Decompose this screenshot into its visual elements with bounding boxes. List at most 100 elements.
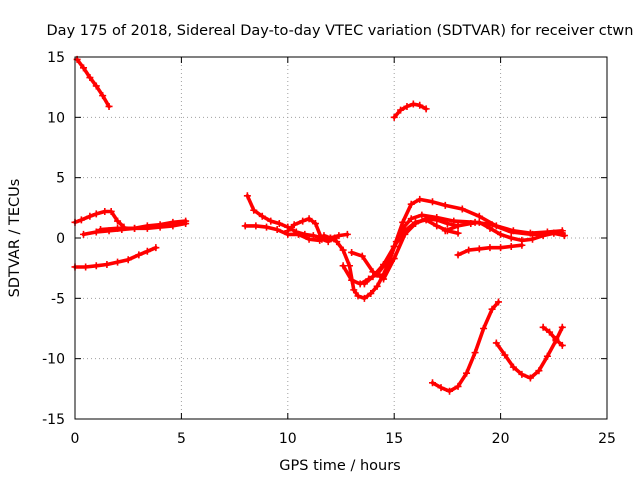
data-point: [97, 226, 105, 234]
data-point: [354, 292, 362, 300]
data-point: [458, 205, 466, 213]
data-point: [390, 255, 398, 263]
data-point: [273, 226, 281, 234]
data-point: [407, 200, 415, 208]
data-point: [409, 100, 417, 108]
axis-ticks: 0 5 10 15 20 25 -15 -10 -5 0 5 10 15: [42, 50, 616, 447]
series-trace: [430, 300, 501, 393]
data-point: [454, 382, 462, 390]
data-point: [486, 244, 494, 252]
series-arc-2: [71, 207, 128, 231]
data-point: [80, 230, 88, 238]
x-tick-label: 5: [177, 431, 186, 447]
data-point: [492, 222, 500, 230]
data-point: [131, 224, 139, 232]
y-tick-label: 10: [47, 110, 65, 126]
data-point: [492, 339, 500, 347]
data-point: [418, 211, 426, 219]
data-point: [263, 223, 271, 231]
data-point: [433, 216, 441, 224]
data-point: [518, 370, 526, 378]
data-point: [463, 369, 471, 377]
data-point: [335, 232, 343, 240]
data-point: [92, 228, 100, 236]
data-point: [446, 387, 454, 395]
data-point: [360, 294, 368, 302]
series-arc-12: [360, 216, 462, 288]
data-point: [539, 323, 547, 331]
data-point: [143, 222, 151, 230]
data-point: [305, 215, 313, 223]
data-point: [92, 262, 100, 270]
data-point: [258, 212, 266, 220]
y-tick-label: -10: [42, 352, 65, 368]
data-point: [107, 207, 115, 215]
data-point: [539, 232, 547, 240]
data-point: [243, 192, 251, 200]
data-point: [529, 235, 537, 243]
data-point: [558, 341, 566, 349]
grid: [75, 57, 607, 419]
data-point: [92, 210, 100, 218]
data-point: [346, 262, 354, 270]
series-arc-16: [429, 298, 502, 395]
data-point: [143, 247, 151, 255]
data-point: [403, 102, 411, 110]
data-series: [71, 55, 568, 395]
x-tick-label: 25: [598, 431, 616, 447]
data-point: [152, 244, 160, 252]
series-trace: [362, 218, 460, 286]
series-arc-4: [97, 217, 190, 234]
data-point: [169, 218, 177, 226]
series-arc-1: [73, 55, 113, 110]
data-point: [416, 195, 424, 203]
series-arc-5: [71, 244, 160, 271]
data-point: [454, 222, 462, 230]
data-point: [103, 261, 111, 269]
data-point: [552, 335, 560, 343]
data-point: [124, 256, 132, 264]
data-point: [429, 379, 437, 387]
data-point: [454, 251, 462, 259]
data-point: [358, 252, 366, 260]
series-trace: [75, 57, 111, 109]
data-point: [348, 248, 356, 256]
data-point: [333, 238, 341, 246]
data-point: [339, 262, 347, 270]
data-point: [80, 64, 88, 72]
data-point: [92, 82, 100, 90]
data-point: [550, 229, 558, 237]
data-point: [324, 238, 332, 246]
data-point: [407, 215, 415, 223]
data-point: [135, 251, 143, 259]
data-point: [401, 227, 409, 235]
data-point: [390, 113, 398, 121]
data-point: [343, 230, 351, 238]
data-point: [494, 298, 502, 306]
data-point: [486, 224, 494, 232]
data-point: [82, 263, 90, 271]
data-point: [467, 220, 475, 228]
data-point: [326, 234, 334, 242]
data-point: [360, 280, 368, 288]
series-arc-17: [492, 323, 566, 382]
data-point: [443, 220, 451, 228]
y-tick-label: 15: [47, 50, 65, 66]
data-point: [475, 218, 483, 226]
data-point: [535, 367, 543, 375]
data-point: [101, 207, 109, 215]
data-point: [284, 227, 292, 235]
data-point: [399, 218, 407, 226]
data-point: [433, 222, 441, 230]
data-point: [318, 235, 326, 243]
data-point: [480, 325, 488, 332]
data-point: [397, 106, 405, 114]
data-point: [422, 216, 430, 224]
data-point: [114, 224, 122, 232]
series-arc-9: [320, 211, 566, 302]
x-tick-label: 20: [492, 431, 510, 447]
data-point: [546, 328, 554, 336]
series-arc-13: [390, 100, 430, 121]
data-point: [390, 242, 398, 250]
